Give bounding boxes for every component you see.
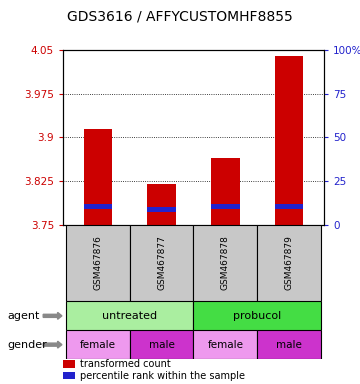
Text: GSM467878: GSM467878 <box>221 236 230 290</box>
FancyBboxPatch shape <box>194 330 257 359</box>
Text: GSM467879: GSM467879 <box>284 236 293 290</box>
Bar <box>275 204 303 209</box>
FancyBboxPatch shape <box>66 301 194 330</box>
Text: GSM467876: GSM467876 <box>94 236 103 290</box>
Text: untreated: untreated <box>102 311 157 321</box>
Text: percentile rank within the sample: percentile rank within the sample <box>80 371 245 381</box>
Bar <box>275 56 303 225</box>
Bar <box>147 184 176 225</box>
Bar <box>84 204 112 209</box>
FancyBboxPatch shape <box>194 225 257 301</box>
Text: female: female <box>207 339 243 350</box>
Text: male: male <box>276 339 302 350</box>
Text: male: male <box>149 339 175 350</box>
FancyBboxPatch shape <box>257 225 321 301</box>
Text: GDS3616 / AFFYCUSTOMHF8855: GDS3616 / AFFYCUSTOMHF8855 <box>67 10 293 23</box>
Text: GSM467877: GSM467877 <box>157 236 166 290</box>
Text: gender: gender <box>7 339 47 350</box>
FancyBboxPatch shape <box>66 330 130 359</box>
Bar <box>211 204 240 209</box>
Text: agent: agent <box>7 311 40 321</box>
Text: probucol: probucol <box>233 311 281 321</box>
Text: transformed count: transformed count <box>80 359 171 369</box>
FancyBboxPatch shape <box>194 301 321 330</box>
FancyBboxPatch shape <box>130 330 194 359</box>
Text: female: female <box>80 339 116 350</box>
Bar <box>211 158 240 225</box>
FancyBboxPatch shape <box>257 330 321 359</box>
FancyBboxPatch shape <box>66 225 130 301</box>
Bar <box>84 129 112 225</box>
FancyBboxPatch shape <box>130 225 194 301</box>
Bar <box>147 207 176 212</box>
